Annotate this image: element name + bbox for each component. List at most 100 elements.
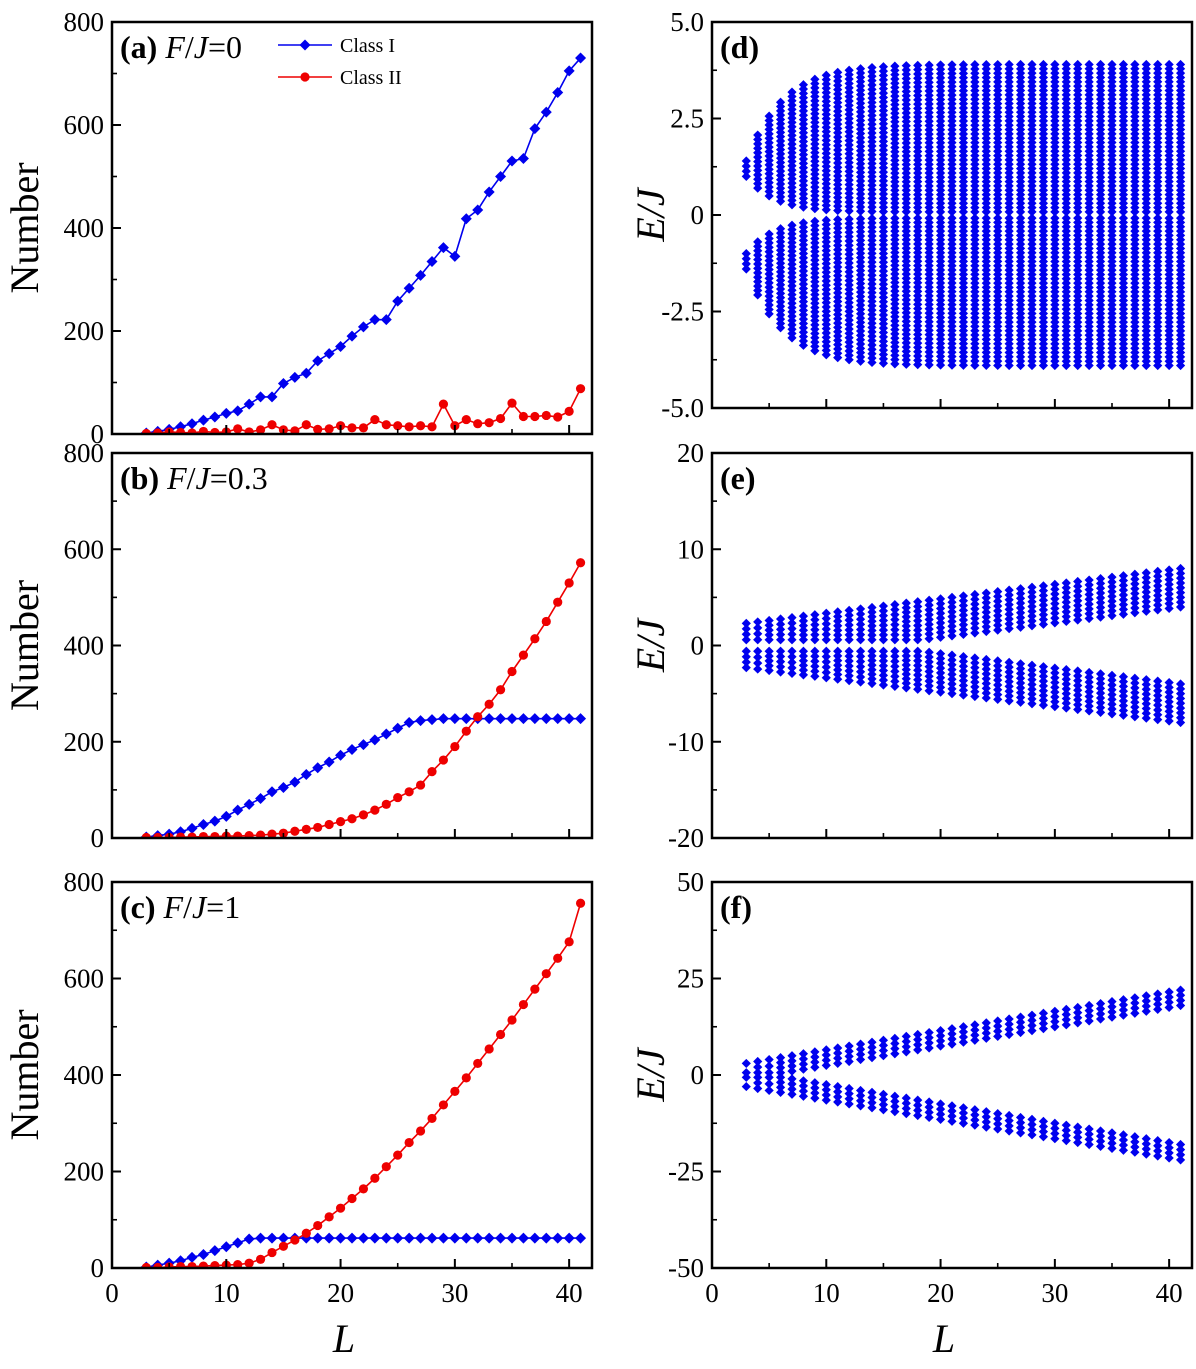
energy-level-point: [970, 1035, 980, 1045]
energy-level-point: [775, 97, 786, 107]
energy-level-point: [924, 600, 934, 610]
energy-level-point: [1130, 673, 1140, 683]
energy-level-point: [1073, 615, 1083, 625]
energy-level-point: [867, 357, 877, 368]
energy-level-point: [1027, 621, 1037, 631]
energy-level-point: [878, 1099, 889, 1110]
data-point-class-ii: [175, 427, 186, 434]
energy-level-point: [890, 1033, 900, 1043]
y-tick-label: -2.5: [661, 297, 704, 327]
energy-level-point: [833, 674, 843, 684]
energy-level-point: [810, 666, 820, 676]
energy-level-point: [1095, 578, 1106, 589]
energy-level-point: [1015, 360, 1026, 371]
energy-level-point: [901, 1031, 911, 1041]
energy-level-point: [935, 673, 946, 683]
y-tick-label: 0: [91, 823, 105, 853]
energy-level-point: [947, 650, 957, 660]
energy-level-point: [924, 647, 934, 657]
energy-level-point: [1095, 360, 1106, 371]
data-point-class-ii: [438, 755, 449, 765]
energy-level-point: [1153, 989, 1163, 999]
energy-level-point: [890, 599, 900, 610]
energy-level-point: [1015, 659, 1026, 669]
energy-level-point: [878, 601, 889, 611]
energy-level-point: [878, 630, 889, 640]
energy-level-point: [958, 60, 969, 70]
data-point-class-i: [323, 348, 335, 360]
energy-level-point: [867, 646, 877, 656]
data-point-class-ii: [381, 420, 391, 430]
energy-level-point: [890, 661, 900, 671]
energy-level-point: [1004, 585, 1014, 595]
energy-level-point: [775, 1068, 786, 1078]
data-point-class-i: [255, 391, 267, 403]
energy-level-point: [1153, 595, 1163, 605]
data-point-class-i: [266, 786, 278, 798]
energy-level-point: [1153, 676, 1163, 686]
energy-level-point: [753, 658, 763, 668]
energy-level-point: [970, 599, 980, 609]
data-point-class-i: [312, 1232, 324, 1244]
energy-level-point: [798, 665, 809, 675]
energy-level-point: [947, 655, 957, 665]
energy-level-point: [993, 675, 1003, 685]
data-point-class-ii: [198, 1261, 209, 1268]
energy-level-point: [890, 1038, 900, 1049]
series-line-class-ii: [146, 903, 582, 1268]
energy-level-point: [787, 87, 797, 97]
energy-level-point: [833, 1097, 843, 1107]
data-point-class-i: [449, 713, 461, 725]
energy-level-point: [1061, 597, 1071, 607]
energy-level-point: [798, 625, 809, 635]
energy-level-point: [993, 1124, 1003, 1134]
energy-level-point: [844, 610, 854, 620]
energy-level-point: [1141, 699, 1151, 709]
energy-level-point: [1027, 582, 1037, 592]
energy-level-point: [1038, 600, 1049, 610]
energy-level-point: [1015, 1027, 1026, 1038]
data-point-class-i: [449, 1232, 461, 1244]
energy-level-point: [993, 611, 1003, 621]
energy-level-point: [1130, 59, 1140, 70]
energy-level-point: [958, 1108, 969, 1118]
energy-level-point: [1027, 679, 1037, 690]
energy-level-point: [970, 1020, 980, 1030]
energy-level-point: [1141, 991, 1151, 1001]
energy-level-point: [993, 1119, 1003, 1129]
energy-level-point: [993, 587, 1003, 597]
energy-level-point: [1038, 605, 1049, 615]
data-point-class-ii: [255, 1254, 266, 1264]
energy-level-point: [844, 1089, 854, 1099]
data-point-class-ii: [381, 799, 391, 809]
energy-level-point: [1073, 685, 1083, 695]
energy-level-point: [764, 620, 774, 630]
energy-level-point: [890, 605, 900, 615]
energy-level-point: [1084, 604, 1094, 614]
energy-level-point: [1073, 59, 1083, 70]
data-point-class-i: [529, 713, 541, 725]
energy-level-point: [753, 1062, 763, 1072]
plot-area-a: [140, 52, 587, 434]
energy-level-point: [1107, 704, 1117, 714]
energy-level-point: [1073, 605, 1083, 615]
energy-level-point: [833, 616, 843, 626]
energy-level-point: [798, 1076, 809, 1086]
legend: Class I Class II: [278, 35, 402, 89]
data-point-class-ii: [575, 558, 586, 568]
energy-level-point: [775, 662, 786, 672]
energy-level-point: [1050, 594, 1060, 604]
energy-level-point: [947, 669, 957, 679]
data-point-class-ii: [495, 413, 506, 424]
data-point-class-ii: [473, 712, 483, 722]
data-point-class-ii: [198, 831, 209, 838]
energy-level-point: [821, 1045, 831, 1055]
data-point-class-ii: [564, 578, 574, 588]
data-point-class-ii: [461, 1073, 471, 1083]
data-point-class-i: [575, 713, 587, 725]
energy-level-point: [810, 1078, 820, 1088]
energy-level-point: [901, 1047, 911, 1057]
energy-level-point: [1004, 1126, 1014, 1136]
energy-level-point: [958, 625, 969, 635]
energy-level-point: [1038, 610, 1049, 620]
